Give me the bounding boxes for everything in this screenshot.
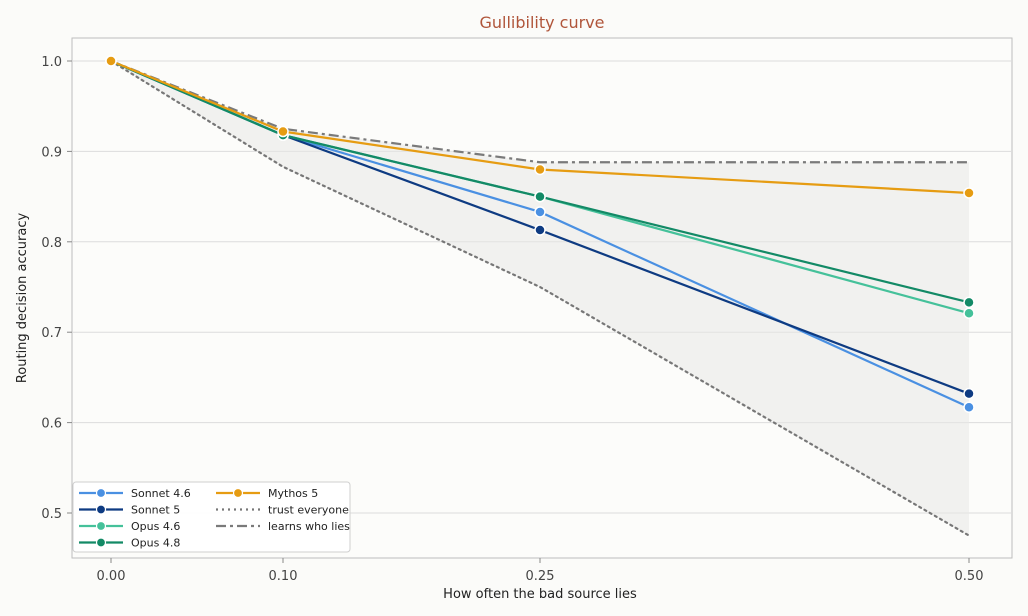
series-3-point-2 <box>534 190 546 203</box>
x-tick-label-2: 0.25 <box>526 569 555 584</box>
legend-label-3: Opus 4.8 <box>131 537 180 550</box>
series-line-3 <box>110 59 970 304</box>
y-tick-label-0: 0.5 <box>41 507 62 522</box>
series-lines <box>109 59 971 537</box>
legend-marker-4 <box>232 487 244 499</box>
x-tick-label-0: 0.00 <box>97 569 126 584</box>
legend-label-1: Sonnet 5 <box>131 504 180 517</box>
series-4-point-1 <box>277 125 289 138</box>
series-line-6 <box>110 59 969 164</box>
series-line-4 <box>110 59 970 195</box>
legend-marker-2 <box>95 520 107 532</box>
series-2-point-3 <box>963 307 975 319</box>
legend-label-5: trust everyone <box>268 504 349 517</box>
series-markers <box>105 55 975 413</box>
legend-marker-1 <box>95 504 107 515</box>
series-line-5 <box>109 59 971 537</box>
series-0-point-3 <box>963 401 975 413</box>
gap-shading <box>111 61 969 536</box>
y-ticks: 0.5 0.6 0.7 0.8 0.9 1.0 <box>41 55 72 522</box>
series-1-point-3 <box>963 387 975 400</box>
y-tick-label-1: 0.6 <box>41 417 62 432</box>
y-tick-label-2: 0.7 <box>41 326 62 341</box>
x-axis-label: How often the bad source lies <box>443 587 637 602</box>
chart-title: Gullibility curve <box>479 13 604 32</box>
legend-marker-3 <box>95 537 107 548</box>
legend-label-2: Opus 4.6 <box>131 520 180 533</box>
y-axis-label: Routing decision accuracy <box>15 213 30 384</box>
series-4-point-0 <box>105 55 117 67</box>
shaded-region <box>111 61 969 536</box>
series-0-point-2 <box>534 206 546 218</box>
y-tick-label-3: 0.8 <box>41 236 62 251</box>
series-4-point-2 <box>534 163 546 176</box>
series-4-point-3 <box>963 187 975 199</box>
series-3-point-3 <box>963 296 975 309</box>
legend: Sonnet 4.6 Sonnet 5 Opus 4.6 Opus 4.8 Mythos… <box>72 481 351 553</box>
legend-marker-0 <box>95 487 107 499</box>
y-tick-label-4: 0.9 <box>41 145 62 160</box>
x-tick-label-1: 0.10 <box>269 569 298 584</box>
legend-label-0: Sonnet 4.6 <box>131 487 191 500</box>
legend-label-4: Mythos 5 <box>268 487 318 500</box>
y-tick-label-5: 1.0 <box>41 55 62 70</box>
legend-label-6: learns who lies <box>268 520 350 533</box>
x-tick-label-3: 0.50 <box>955 569 984 584</box>
series-1-point-2 <box>534 224 546 236</box>
legend-box <box>72 481 351 553</box>
x-ticks: 0.00 0.10 0.25 0.50 <box>97 558 984 584</box>
